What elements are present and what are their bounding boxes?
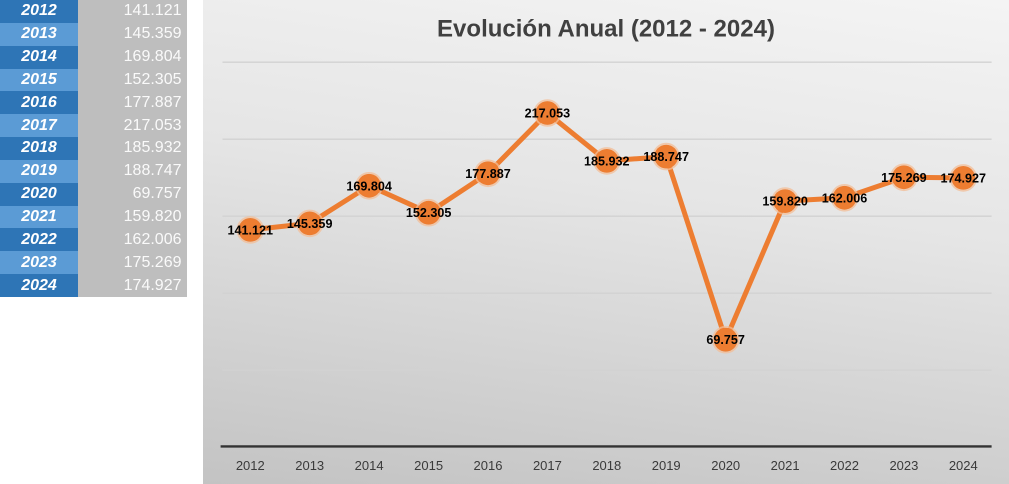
svg-text:185.932: 185.932 bbox=[584, 154, 630, 168]
svg-text:145.359: 145.359 bbox=[287, 217, 333, 231]
svg-text:2017: 2017 bbox=[533, 458, 562, 473]
svg-text:2014: 2014 bbox=[355, 458, 384, 473]
svg-text:2022: 2022 bbox=[830, 458, 859, 473]
svg-text:152.305: 152.305 bbox=[406, 206, 452, 220]
svg-text:2020: 2020 bbox=[711, 458, 740, 473]
svg-text:169.804: 169.804 bbox=[346, 179, 392, 193]
svg-text:177.887: 177.887 bbox=[465, 167, 511, 181]
svg-text:175.269: 175.269 bbox=[881, 171, 927, 185]
svg-text:69.757: 69.757 bbox=[706, 333, 745, 347]
svg-text:188.747: 188.747 bbox=[643, 150, 689, 164]
svg-text:2013: 2013 bbox=[295, 458, 324, 473]
svg-text:Evolución Anual (2012 - 2024): Evolución Anual (2012 - 2024) bbox=[437, 16, 775, 43]
svg-text:2018: 2018 bbox=[592, 458, 621, 473]
svg-text:217.053: 217.053 bbox=[525, 107, 571, 121]
svg-text:2023: 2023 bbox=[889, 458, 918, 473]
svg-text:174.927: 174.927 bbox=[941, 171, 987, 185]
svg-text:2015: 2015 bbox=[414, 458, 443, 473]
svg-text:2021: 2021 bbox=[771, 458, 800, 473]
svg-text:141.121: 141.121 bbox=[228, 223, 274, 237]
svg-text:162.006: 162.006 bbox=[822, 191, 868, 205]
svg-text:2019: 2019 bbox=[652, 458, 681, 473]
svg-text:2016: 2016 bbox=[474, 458, 503, 473]
svg-text:2024: 2024 bbox=[949, 458, 978, 473]
svg-text:159.820: 159.820 bbox=[762, 195, 808, 209]
svg-text:2012: 2012 bbox=[236, 458, 265, 473]
